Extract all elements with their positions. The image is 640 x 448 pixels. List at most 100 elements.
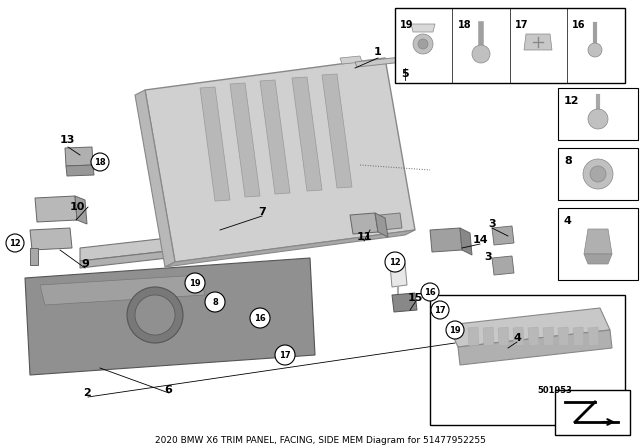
Polygon shape	[80, 215, 370, 261]
Polygon shape	[543, 327, 554, 346]
Circle shape	[205, 292, 225, 312]
Text: 17: 17	[434, 306, 446, 314]
Text: 15: 15	[407, 293, 422, 303]
Circle shape	[472, 45, 490, 63]
Circle shape	[590, 166, 606, 182]
Polygon shape	[165, 230, 415, 267]
Polygon shape	[528, 327, 539, 346]
Circle shape	[275, 345, 295, 365]
Polygon shape	[468, 327, 479, 346]
Text: 4: 4	[513, 333, 521, 343]
Text: 10: 10	[69, 202, 84, 212]
Circle shape	[413, 34, 433, 54]
Polygon shape	[355, 55, 422, 67]
Polygon shape	[498, 327, 509, 346]
Text: 4: 4	[564, 216, 572, 226]
Text: 3: 3	[484, 252, 492, 262]
Polygon shape	[584, 254, 612, 264]
Polygon shape	[524, 34, 552, 50]
Circle shape	[431, 301, 449, 319]
Polygon shape	[65, 147, 93, 166]
Polygon shape	[66, 165, 94, 176]
Polygon shape	[492, 226, 514, 245]
Polygon shape	[145, 58, 415, 262]
Polygon shape	[35, 196, 77, 222]
Text: 17: 17	[515, 20, 529, 30]
Polygon shape	[460, 228, 472, 255]
Text: 19: 19	[189, 279, 201, 288]
Text: 2020 BMW X6 TRIM PANEL, FACING, SIDE MEM Diagram for 51477952255: 2020 BMW X6 TRIM PANEL, FACING, SIDE MEM…	[155, 435, 485, 444]
Bar	[558, 208, 638, 280]
Polygon shape	[30, 248, 38, 265]
Polygon shape	[40, 275, 205, 305]
Circle shape	[127, 287, 183, 343]
Circle shape	[446, 321, 464, 339]
Polygon shape	[558, 327, 569, 346]
Polygon shape	[588, 327, 599, 346]
Polygon shape	[380, 213, 402, 230]
Polygon shape	[483, 327, 494, 346]
Text: 3: 3	[488, 219, 496, 229]
Polygon shape	[513, 327, 524, 346]
Circle shape	[588, 43, 602, 57]
Polygon shape	[25, 258, 315, 375]
Text: 8: 8	[212, 297, 218, 306]
Text: 16: 16	[424, 288, 436, 297]
Polygon shape	[573, 327, 584, 346]
Text: 19: 19	[400, 20, 413, 30]
Polygon shape	[322, 74, 352, 188]
Bar	[430, 295, 625, 425]
Text: 19: 19	[449, 326, 461, 335]
Circle shape	[583, 159, 613, 189]
Text: 17: 17	[279, 350, 291, 359]
Polygon shape	[135, 90, 175, 267]
Text: 501953: 501953	[538, 385, 572, 395]
Polygon shape	[350, 213, 378, 234]
Text: 16: 16	[572, 20, 586, 30]
Text: 8: 8	[564, 156, 572, 166]
Bar	[558, 148, 638, 200]
Text: 2: 2	[83, 388, 91, 398]
Text: 11: 11	[356, 232, 372, 242]
Polygon shape	[430, 228, 462, 252]
Circle shape	[418, 39, 428, 49]
Text: 18: 18	[94, 158, 106, 167]
Polygon shape	[75, 196, 87, 224]
Polygon shape	[340, 56, 362, 64]
Polygon shape	[448, 308, 610, 347]
Polygon shape	[260, 80, 290, 194]
Polygon shape	[390, 263, 407, 287]
Circle shape	[185, 273, 205, 293]
Polygon shape	[80, 228, 370, 268]
Text: 18: 18	[458, 20, 472, 30]
Circle shape	[91, 153, 109, 171]
Text: 13: 13	[60, 135, 75, 145]
Text: 12: 12	[389, 258, 401, 267]
Polygon shape	[200, 87, 230, 201]
Bar	[395, 8, 625, 83]
Text: 1: 1	[374, 47, 382, 57]
Circle shape	[421, 283, 439, 301]
Polygon shape	[392, 293, 417, 312]
Polygon shape	[411, 24, 435, 32]
Text: 7: 7	[258, 207, 266, 217]
Polygon shape	[584, 229, 612, 254]
Polygon shape	[492, 256, 514, 275]
Text: 9: 9	[81, 259, 89, 269]
Polygon shape	[292, 77, 322, 191]
Bar	[555, 390, 630, 435]
Polygon shape	[375, 213, 388, 237]
Polygon shape	[30, 228, 72, 250]
Circle shape	[250, 308, 270, 328]
Circle shape	[385, 252, 405, 272]
Circle shape	[135, 295, 175, 335]
Polygon shape	[230, 83, 260, 197]
Bar	[558, 88, 638, 140]
Circle shape	[6, 234, 24, 252]
Text: 14: 14	[472, 235, 488, 245]
Text: 6: 6	[164, 385, 172, 395]
Text: 16: 16	[254, 314, 266, 323]
Text: 12: 12	[9, 238, 21, 247]
Text: 5: 5	[401, 69, 409, 79]
Polygon shape	[458, 330, 612, 365]
